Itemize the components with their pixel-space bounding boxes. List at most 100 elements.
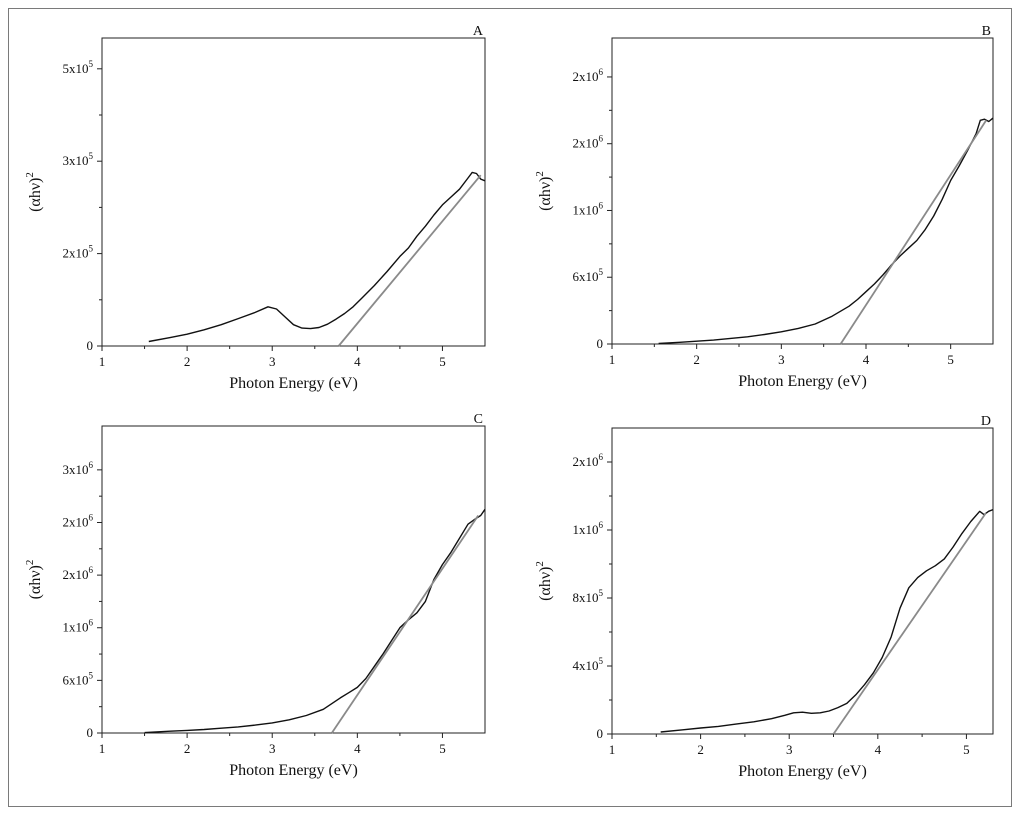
y-tick-exponent: 5 <box>89 59 94 69</box>
y-axis-title: (αhν)2 <box>24 172 44 212</box>
y-tick-mantissa: 2x10 <box>63 514 89 529</box>
y-tick-mantissa: 2x10 <box>63 567 89 582</box>
y-tick-label: 2x105 <box>63 244 94 261</box>
y-tick-exponent: 6 <box>599 520 604 530</box>
x-tick-label: 4 <box>354 354 361 369</box>
x-axis-title: Photon Energy (eV) <box>738 373 867 390</box>
y-tick-label: 0 <box>597 336 604 351</box>
plot-frame <box>101 37 486 347</box>
x-axis-title: Photon Energy (eV) <box>229 762 358 779</box>
y-tick-exponent: 5 <box>599 588 604 598</box>
y-tick-label: 8x105 <box>573 588 604 605</box>
x-tick-label: 5 <box>439 741 446 756</box>
x-tick-label: 3 <box>786 742 793 757</box>
y-tick-mantissa: 2x10 <box>573 69 599 84</box>
series-line-measured <box>144 508 486 734</box>
y-tick-mantissa: 6x10 <box>63 672 89 687</box>
x-tick-label: 2 <box>184 741 191 756</box>
y-tick-label: 0 <box>87 725 94 740</box>
y-tick-mantissa: 0 <box>87 725 94 740</box>
y-tick-mantissa: 0 <box>597 336 604 351</box>
y-tick-label: 2x106 <box>63 565 94 582</box>
y-axis-title: (αhν)2 <box>24 560 44 600</box>
y-tick-label: 2x106 <box>573 67 604 84</box>
x-tick-label: 1 <box>609 742 616 757</box>
plot-frame <box>611 427 994 735</box>
x-tick-label: 3 <box>269 741 276 756</box>
y-tick-exponent: 6 <box>599 200 604 210</box>
series-line-fit <box>839 119 987 345</box>
x-axis-title: Photon Energy (eV) <box>738 763 867 780</box>
panel-letter: A <box>473 24 484 39</box>
y-tick-exponent: 6 <box>89 618 94 628</box>
x-tick-label: 2 <box>184 354 191 369</box>
y-tick-exponent: 6 <box>89 512 94 522</box>
x-tick-label: 5 <box>963 742 970 757</box>
y-tick-exponent: 6 <box>89 460 94 470</box>
series-line-fit <box>832 512 987 735</box>
y-axis-title-base: (αhν) <box>537 567 554 601</box>
x-tick-label: 1 <box>99 741 106 756</box>
y-axis-title-superscript: 2 <box>534 171 546 177</box>
x-tick-label: 5 <box>439 354 446 369</box>
y-tick-exponent: 5 <box>89 670 94 680</box>
y-tick-label: 5x105 <box>63 59 94 76</box>
y-tick-mantissa: 2x10 <box>573 136 599 151</box>
series-line-measured <box>148 171 486 343</box>
y-tick-exponent: 6 <box>599 134 604 144</box>
y-tick-mantissa: 1x10 <box>573 522 599 537</box>
y-tick-mantissa: 6x10 <box>573 269 599 284</box>
y-tick-label: 0 <box>597 726 604 741</box>
x-tick-label: 4 <box>875 742 882 757</box>
y-tick-exponent: 5 <box>599 267 604 277</box>
y-tick-exponent: 5 <box>89 244 94 254</box>
x-tick-label: 5 <box>947 352 954 367</box>
x-tick-label: 4 <box>354 741 361 756</box>
y-tick-exponent: 6 <box>89 565 94 575</box>
y-tick-mantissa: 2x10 <box>63 246 89 261</box>
y-tick-mantissa: 0 <box>87 338 94 353</box>
y-tick-mantissa: 0 <box>597 726 604 741</box>
y-tick-mantissa: 3x10 <box>63 462 89 477</box>
y-tick-label: 2x106 <box>573 452 604 469</box>
y-tick-label: 1x106 <box>63 618 94 635</box>
y-tick-label: 0 <box>87 338 94 353</box>
series-line-fit <box>331 514 479 734</box>
plot-frame <box>611 37 994 345</box>
x-tick-label: 3 <box>269 354 276 369</box>
y-axis-title: (αhν)2 <box>534 561 554 601</box>
y-axis-title: (αhν)2 <box>534 171 554 211</box>
y-tick-exponent: 5 <box>89 151 94 161</box>
panel-letter: C <box>474 412 483 427</box>
y-tick-label: 3x105 <box>63 151 94 168</box>
y-axis-title-superscript: 2 <box>534 561 546 567</box>
y-tick-label: 4x105 <box>573 656 604 673</box>
y-tick-mantissa: 1x10 <box>63 620 89 635</box>
x-tick-label: 1 <box>609 352 616 367</box>
y-tick-label: 1x106 <box>573 200 604 217</box>
y-tick-mantissa: 3x10 <box>63 153 89 168</box>
y-tick-label: 6x105 <box>573 267 604 284</box>
y-axis-title-superscript: 2 <box>24 172 36 178</box>
y-tick-mantissa: 2x10 <box>573 454 599 469</box>
y-tick-label: 3x106 <box>63 460 94 477</box>
y-tick-mantissa: 5x10 <box>63 61 89 76</box>
x-tick-label: 2 <box>697 742 704 757</box>
y-tick-mantissa: 1x10 <box>573 202 599 217</box>
y-tick-label: 1x106 <box>573 520 604 537</box>
y-tick-exponent: 6 <box>599 452 604 462</box>
x-axis-title: Photon Energy (eV) <box>229 375 358 392</box>
series-line-fit <box>337 174 482 347</box>
x-tick-label: 2 <box>693 352 700 367</box>
panel-letter: B <box>982 24 991 39</box>
figure-frame <box>8 8 1012 807</box>
y-tick-label: 2x106 <box>63 512 94 529</box>
x-tick-label: 4 <box>863 352 870 367</box>
y-tick-label: 2x106 <box>573 134 604 151</box>
y-axis-title-superscript: 2 <box>24 560 36 566</box>
